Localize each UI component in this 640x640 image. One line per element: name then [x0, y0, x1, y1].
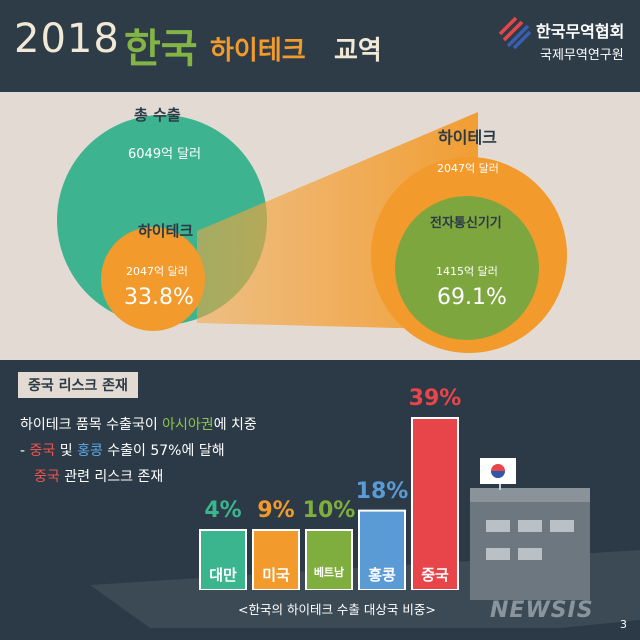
- desc-text: 관련 리스크 존재: [59, 469, 164, 485]
- desc-text: -: [20, 443, 30, 459]
- newsis-watermark: NEWSIS: [490, 598, 594, 623]
- title-trade: 교역: [334, 36, 382, 66]
- hitech-circle: [101, 227, 205, 331]
- bar-대만: [199, 529, 247, 590]
- bar-value-label: 4%: [204, 498, 242, 523]
- electronics-circle: [395, 196, 539, 340]
- hitech-value: 2047억 달러: [126, 265, 188, 278]
- desc-line-2: - 중국 및 홍콩 수출이 57%에 달해: [20, 440, 225, 460]
- bar-value-label: 10%: [302, 498, 356, 523]
- electronics-value: 1415억 달러: [436, 265, 498, 278]
- kita-logo-icon: [498, 16, 532, 50]
- desc-highlight-asia: 아시아권: [162, 417, 214, 433]
- ship-window: [518, 520, 542, 532]
- right-hitech-label: 하이테크: [438, 128, 497, 147]
- desc-highlight-china: 중국: [29, 443, 56, 459]
- desc-text: 하이테크 품목 수출국이: [20, 417, 163, 433]
- bar-value-label: 9%: [257, 498, 295, 523]
- ship-window: [486, 520, 510, 532]
- header: 2018 한국 하이테크 교역 한국무역협회 국제무역연구원: [0, 0, 640, 92]
- desc-line-1: 하이테크 품목 수출국이 아시아권에 치중: [20, 414, 257, 434]
- desc-text: 에 치중: [213, 417, 257, 433]
- desc-highlight-hongkong: 홍콩: [77, 443, 103, 459]
- org-name: 한국무역협회: [536, 22, 625, 41]
- page-number: 3: [620, 618, 627, 631]
- bar-chart: [199, 417, 459, 590]
- chart-caption: <한국의 하이테크 수출 대상국 비중>: [238, 602, 436, 617]
- ship-cabin-top: [470, 488, 590, 502]
- total-export-value: 6049억 달러: [128, 147, 202, 162]
- title-hitech: 하이테크: [210, 36, 306, 66]
- ship-window: [550, 520, 574, 532]
- venn-graphic: [57, 112, 567, 353]
- right-hitech-value: 2047억 달러: [437, 162, 499, 175]
- electronics-share: 69.1%: [437, 285, 507, 310]
- desc-highlight-china: 중국: [34, 469, 60, 485]
- bar-category-label: 중국: [421, 566, 449, 584]
- hitech-share: 33.8%: [124, 285, 194, 310]
- bar-중국: [411, 417, 459, 590]
- ship-window: [486, 548, 510, 560]
- total-export-label: 총 수출: [134, 106, 181, 124]
- bar-홍콩: [358, 509, 406, 590]
- bar-category-label: 미국: [262, 566, 290, 584]
- bar-category-label: 홍콩: [368, 566, 396, 584]
- hitech-label: 하이테크: [138, 222, 194, 240]
- desc-text: 및: [55, 443, 78, 459]
- bar-value-label: 39%: [408, 386, 462, 411]
- ship-window: [518, 548, 542, 560]
- bar-value-label: 18%: [355, 478, 409, 504]
- desc-line-3: 중국 관련 리스크 존재: [34, 466, 163, 486]
- title-year: 2018: [14, 16, 120, 62]
- bar-category-label: 대만: [209, 566, 237, 584]
- bar-베트남: [305, 529, 353, 590]
- desc-text: 수출이 57%에 달해: [102, 443, 225, 459]
- title-korea: 한국: [124, 26, 198, 72]
- bar-미국: [252, 529, 300, 590]
- electronics-label: 전자통신기기: [430, 216, 502, 231]
- section-label: 중국 리스크 존재: [18, 372, 138, 398]
- bar-category-label: 베트남: [313, 566, 345, 579]
- org-sub: 국제무역연구원: [540, 48, 624, 63]
